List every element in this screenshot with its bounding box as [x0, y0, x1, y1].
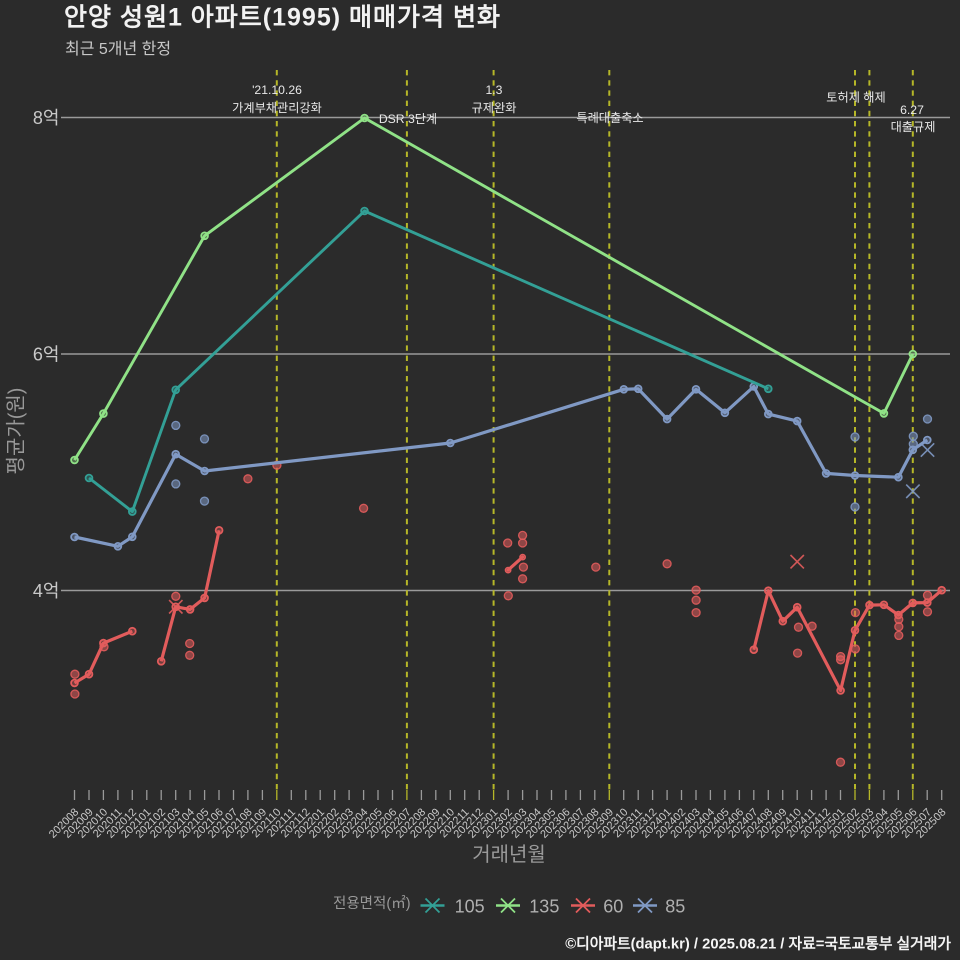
svg-text:평균가(원): 평균가(원): [5, 388, 28, 475]
svg-text:6억: 6억: [33, 345, 60, 365]
svg-text:DSR 3단계: DSR 3단계: [379, 112, 437, 126]
svg-text:거래년월: 거래년월: [472, 843, 546, 866]
svg-text:전용면적(㎡): 전용면적(㎡): [333, 895, 411, 912]
svg-text:©디아파트(dapt.kr) / 2025.08.21 /: ©디아파트(dapt.kr) / 2025.08.21 / 자료=국토교통부 실…: [565, 936, 951, 953]
svg-text:토허제 해제: 토허제 해제: [826, 91, 885, 105]
svg-text:규제완화: 규제완화: [472, 101, 517, 115]
svg-text:6.27: 6.27: [900, 103, 924, 117]
svg-text:4억: 4억: [33, 581, 60, 601]
svg-text:60: 60: [603, 897, 623, 917]
svg-text:'21.10.26: '21.10.26: [252, 83, 302, 97]
svg-text:105: 105: [455, 897, 485, 917]
svg-text:85: 85: [665, 897, 685, 917]
svg-text:가계부채관리강화: 가계부채관리강화: [232, 101, 322, 115]
svg-text:135: 135: [529, 897, 559, 917]
svg-text:특례대출축소: 특례대출축소: [576, 111, 643, 125]
svg-text:1.3: 1.3: [486, 83, 503, 97]
svg-text:안양 성원1 아파트(1995) 매매가격 변화: 안양 성원1 아파트(1995) 매매가격 변화: [64, 4, 501, 32]
svg-text:최근 5개년 한정: 최근 5개년 한정: [65, 40, 171, 58]
svg-text:8억: 8억: [33, 108, 60, 128]
svg-text:대출규제: 대출규제: [891, 120, 936, 134]
